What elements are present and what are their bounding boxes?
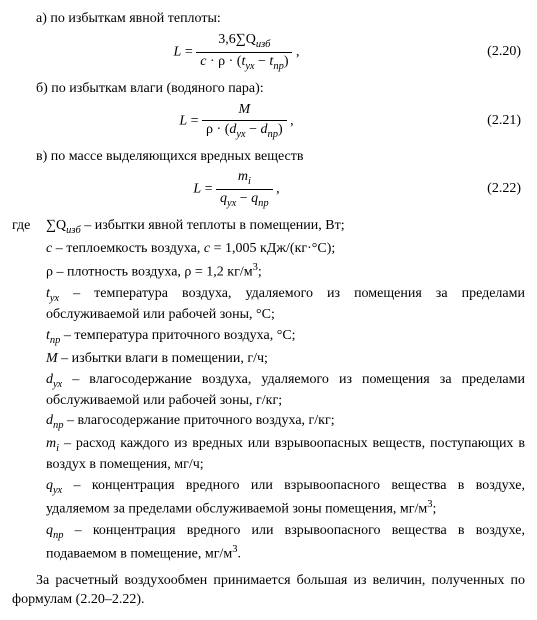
def-tail: ; xyxy=(258,265,262,280)
item-a-label: а) по избыткам явной теплоты: xyxy=(12,10,525,29)
def-lead: где xyxy=(12,217,46,238)
def-text: – температура воздуха, удаляемого из пом… xyxy=(46,286,525,322)
eq-den-rho: ρ xyxy=(218,54,225,69)
def-dux: dух – влагосодержание воздуха, удаляемог… xyxy=(12,371,525,411)
def-text: – плотность воздуха, ρ = 1,2 кг/м xyxy=(53,265,253,280)
def-rho: ρ – плотность воздуха, ρ = 1,2 кг/м3; xyxy=(12,261,525,283)
def-sym: d xyxy=(46,413,53,428)
equation-number-221: (2.21) xyxy=(461,112,525,131)
eq-tail: , xyxy=(273,182,280,197)
equation-number-222: (2.22) xyxy=(461,180,525,199)
def-c: c – теплоемкость воздуха, c = 1,005 кДж/… xyxy=(12,240,525,259)
def-qpr: qпр – концентрация вредного или взрывооп… xyxy=(12,522,525,565)
def-sym-sub: пр xyxy=(50,334,61,345)
equation-220-row: L = 3,6∑Qизб c · ρ · (tух − tпр) , (2.20… xyxy=(12,31,525,74)
eq-tail: , xyxy=(287,113,294,128)
def-text: – влагосодержание воздуха, удаляемого из… xyxy=(46,372,525,408)
def-text: – расход каждого из вредных или взрывооп… xyxy=(46,436,525,472)
def-sym: M xyxy=(46,351,58,366)
equation-221: L = M ρ · (dух − dпр) , xyxy=(12,101,461,142)
eq-den-q1: q xyxy=(220,191,227,206)
def-M: M – избытки влаги в помещении, г/ч; xyxy=(12,350,525,369)
def-tail: . xyxy=(237,546,241,561)
def-eq-rhs: = 1,005 кДж/(кг·°С); xyxy=(210,241,335,256)
def-tail: ; xyxy=(433,502,437,517)
def-sym-sub: изб xyxy=(66,225,81,236)
def-sym: m xyxy=(46,436,56,451)
def-sym: q xyxy=(46,523,53,538)
def-sym: ∑Q xyxy=(46,218,66,233)
eq-lhs: L xyxy=(174,45,182,60)
equation-222-row: L = mi qух − qпр , (2.22) xyxy=(12,168,525,211)
eq-den-rho: ρ xyxy=(206,122,213,137)
eq-sub: ух xyxy=(227,198,236,209)
def-dpr: dпр – влагосодержание приточного воздуха… xyxy=(12,412,525,433)
def-text: – избытки явной теплоты в помещении, Вт; xyxy=(81,218,345,233)
def-sym-sub: пр xyxy=(53,420,64,431)
equation-220: L = 3,6∑Qизб c · ρ · (tух − tпр) , xyxy=(12,31,461,74)
equation-number-220: (2.20) xyxy=(461,43,525,62)
def-text: – температура приточного воздуха, °С; xyxy=(60,328,295,343)
equation-221-row: L = M ρ · (dух − dпр) , (2.21) xyxy=(12,101,525,142)
def-sym: q xyxy=(46,478,53,493)
def-text: – концентрация вредного или взрывоопасно… xyxy=(46,478,525,517)
eq-tail: , xyxy=(292,45,299,60)
def-sym-sub: ух xyxy=(53,378,62,389)
def-Q: где ∑Qизб – избытки явной теплоты в поме… xyxy=(12,217,525,238)
eq-num-text: m xyxy=(238,169,248,184)
def-text: – избытки влаги в помещении, г/ч; xyxy=(58,351,268,366)
definitions-list: где ∑Qизб – избытки явной теплоты в поме… xyxy=(12,217,525,564)
def-mi: mi – расход каждого из вредных или взрыв… xyxy=(12,435,525,475)
item-b-label: б) по избыткам влаги (водяного пара): xyxy=(12,80,525,99)
def-sym-sub: ух xyxy=(50,293,59,304)
eq-sub: изб xyxy=(256,39,271,50)
eq-sub: ух xyxy=(236,128,245,139)
fraction: mi qух − qпр xyxy=(216,168,273,211)
def-text: – теплоемкость воздуха, xyxy=(52,241,204,256)
def-text: – концентрация вредного или взрывоопасно… xyxy=(46,523,525,562)
eq-sub: пр xyxy=(258,198,269,209)
def-tpr: tпр – температура приточного воздуха, °С… xyxy=(12,327,525,348)
eq-sub: пр xyxy=(267,128,278,139)
def-sym-sub: пр xyxy=(53,530,64,541)
fraction: 3,6∑Qизб c · ρ · (tух − tпр) xyxy=(196,31,292,74)
def-qux: qух – концентрация вредного или взрывооп… xyxy=(12,477,525,520)
eq-sub: ух xyxy=(245,61,254,72)
item-c-label: в) по массе выделяющихся вредных веществ xyxy=(12,148,525,167)
def-sym: ρ xyxy=(46,265,53,280)
eq-den-c: c xyxy=(200,54,206,69)
def-text: – влагосодержание приточного воздуха, г/… xyxy=(64,413,335,428)
def-tux: tух – температура воздуха, удаляемого из… xyxy=(12,285,525,325)
def-sym-sub: ух xyxy=(53,485,62,496)
def-sym: d xyxy=(46,372,53,387)
eq-sub: пр xyxy=(273,61,284,72)
eq-num-text: M xyxy=(239,102,251,117)
equation-222: L = mi qух − qпр , xyxy=(12,168,461,211)
fraction: M ρ · (dух − dпр) xyxy=(202,101,287,142)
eq-lhs: L xyxy=(193,182,201,197)
eq-num-text: 3,6∑Q xyxy=(218,32,256,47)
eq-sub: i xyxy=(248,176,251,187)
eq-lhs: L xyxy=(179,113,187,128)
final-paragraph: За расчетный воздухообмен принимается бо… xyxy=(12,572,525,610)
